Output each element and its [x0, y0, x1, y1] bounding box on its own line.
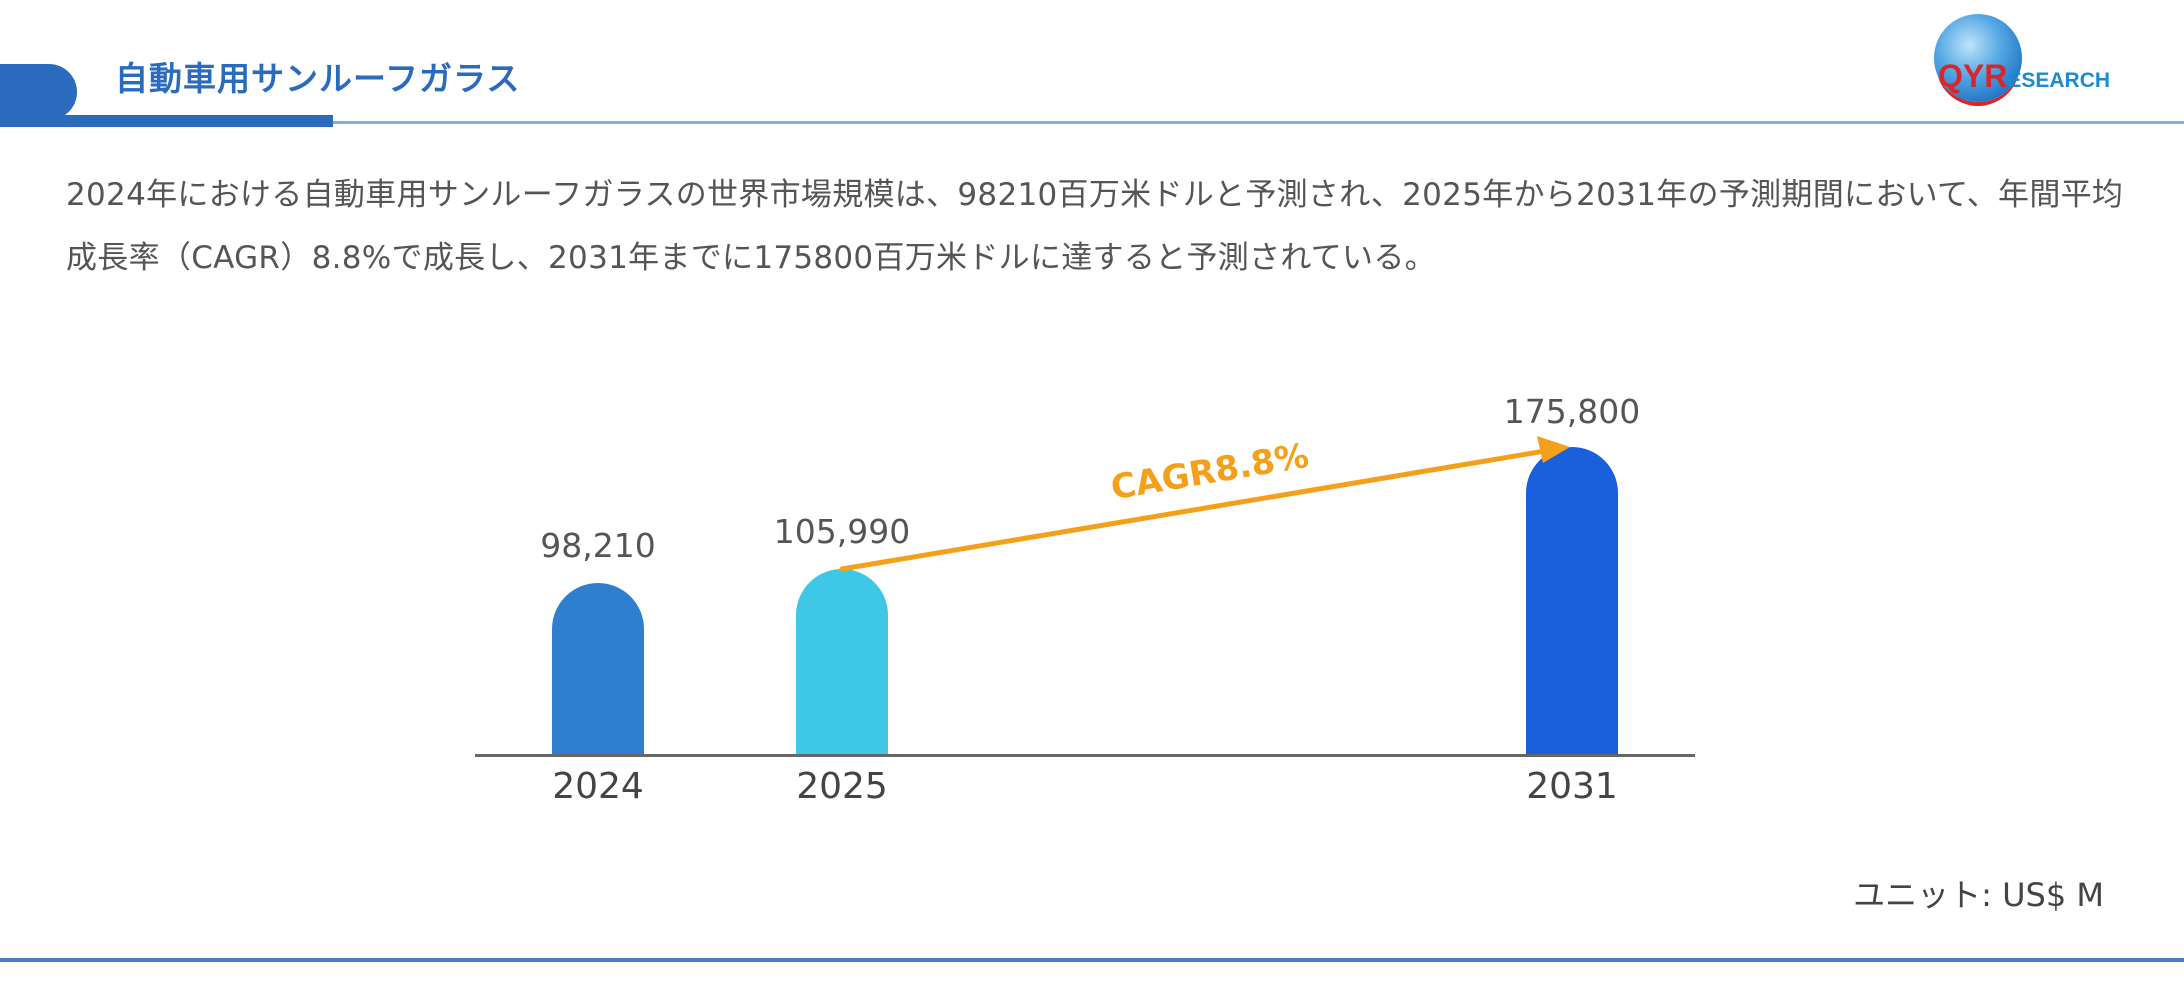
globe-icon — [1934, 14, 2022, 102]
bar-2025 — [796, 569, 888, 756]
logo-wordmark: QYRESEARCH — [1938, 60, 2110, 92]
header-tab-decoration — [0, 64, 77, 120]
bar-value-label: 105,990 — [773, 512, 911, 551]
bar-2031 — [1526, 447, 1618, 756]
bar-value-label: 98,210 — [540, 526, 656, 565]
x-axis-tick-label: 2025 — [796, 766, 888, 807]
footer-divider — [0, 958, 2184, 962]
bar-2024 — [552, 583, 644, 756]
qyresearch-logo: QYRESEARCH — [1930, 10, 2140, 110]
header-underline-thick — [0, 115, 333, 127]
x-axis-line — [475, 754, 1695, 757]
page-title: 自動車用サンルーフガラス — [115, 59, 521, 98]
logo-brand-suffix: ESEARCH — [2007, 69, 2111, 92]
bar-value-label: 175,800 — [1503, 392, 1641, 431]
unit-label: ユニット: US$ M — [1853, 876, 2104, 914]
x-axis-tick-label: 2031 — [1526, 766, 1618, 807]
logo-brand-prefix: QYR — [1938, 58, 2008, 94]
x-axis-tick-label: 2024 — [552, 766, 644, 807]
header-underline-thin — [333, 121, 2184, 124]
market-summary-text: 2024年における自動車用サンルーフガラスの世界市場規模は、98210百万米ドル… — [66, 177, 2124, 276]
